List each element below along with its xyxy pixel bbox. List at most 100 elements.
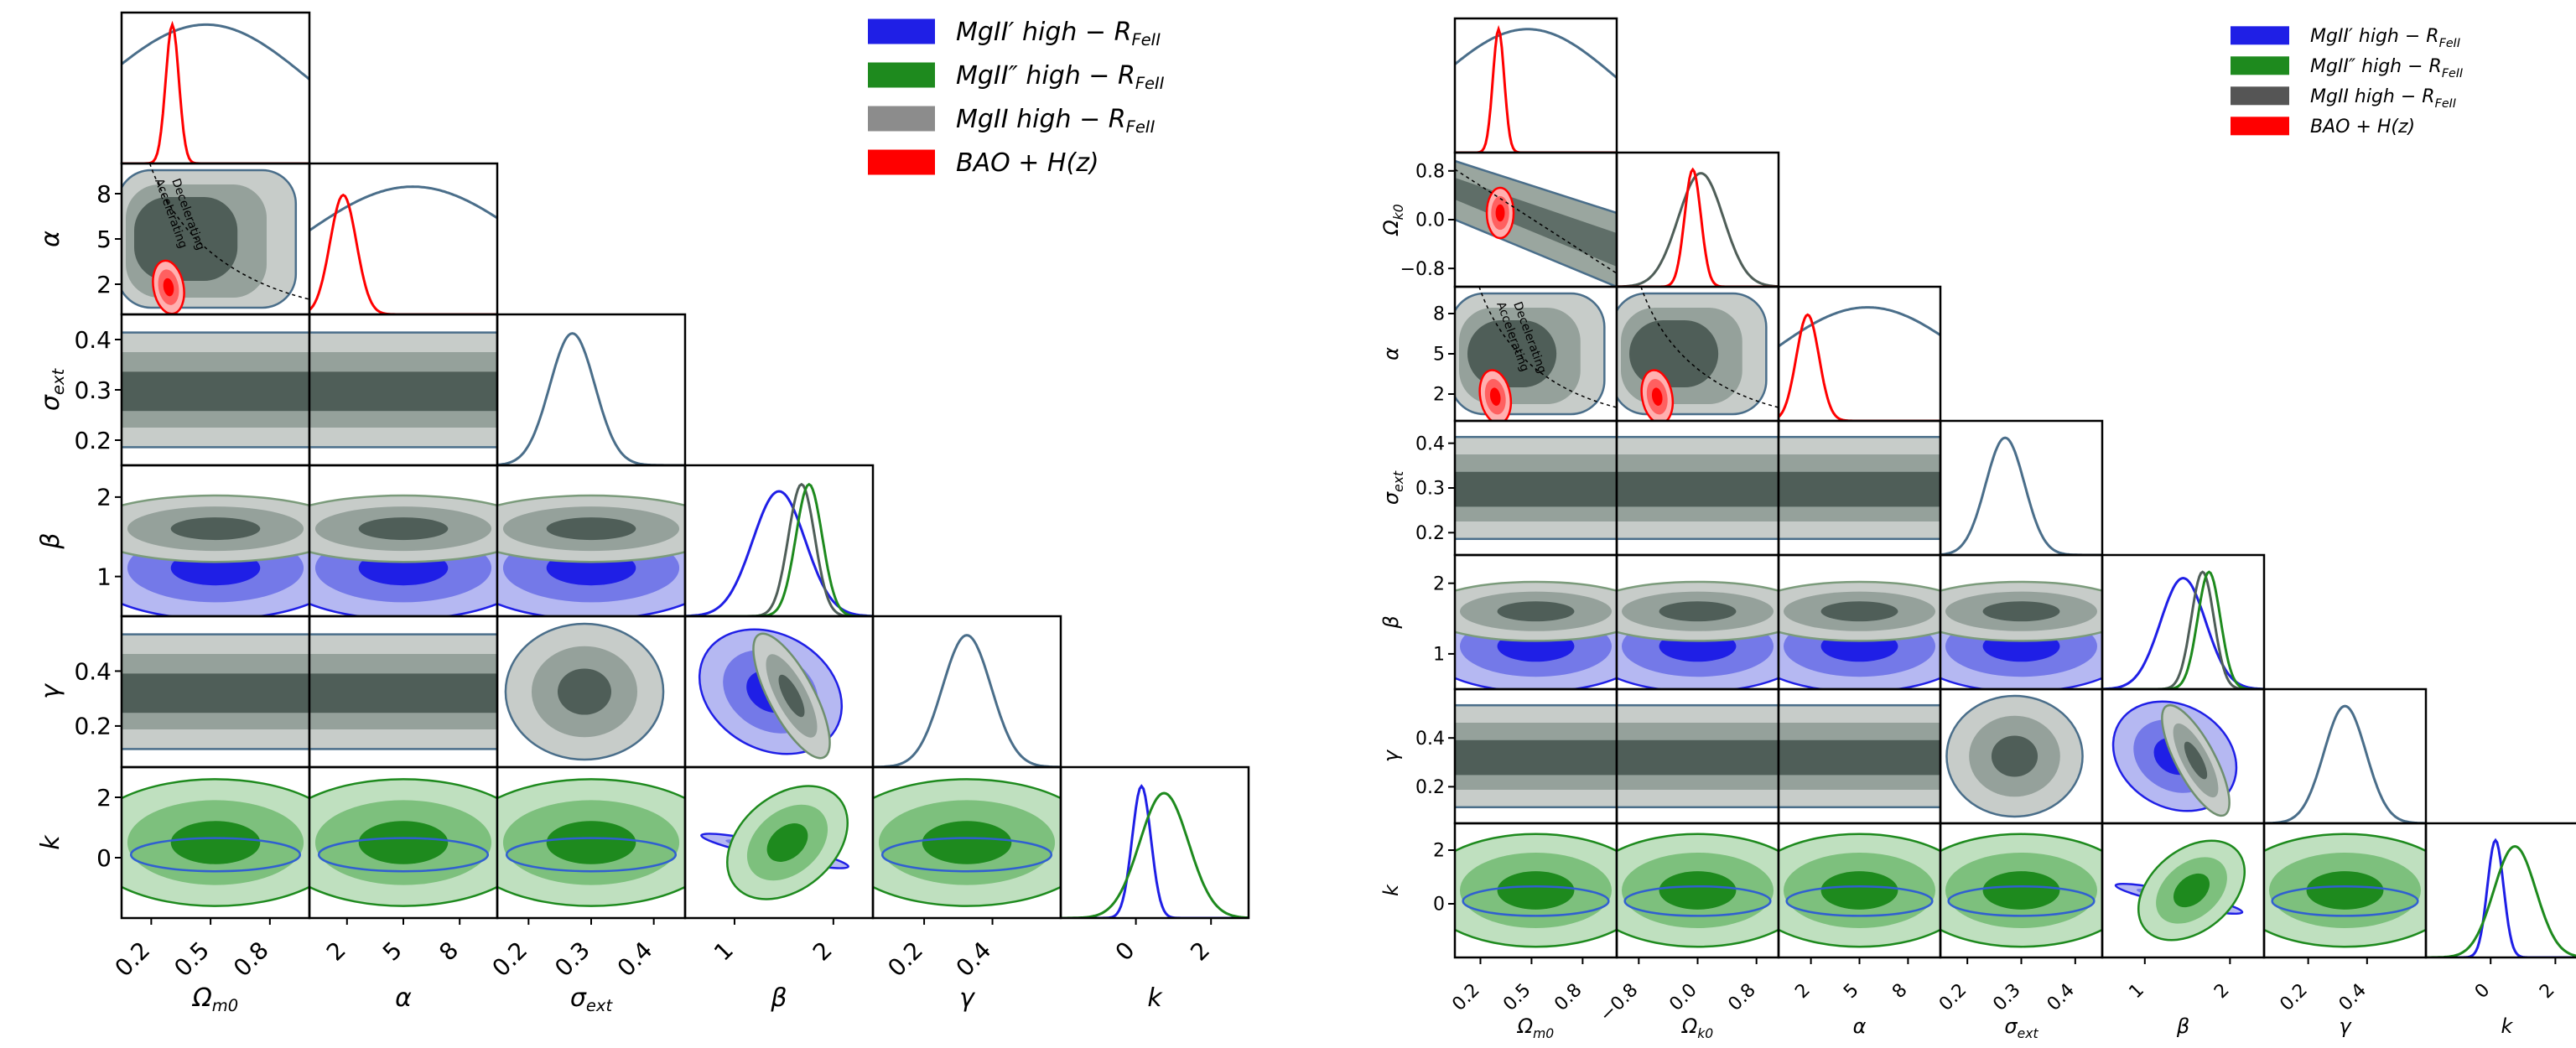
panel-Ωm0-β — [1453, 553, 1618, 691]
acceleration-boundary — [1455, 169, 1617, 274]
y-tick-label: 0.2 — [1415, 523, 1445, 544]
marginal-curve-green — [1061, 791, 1249, 918]
legend-entry-sub: FeII — [2439, 37, 2460, 50]
panel-content — [2264, 704, 2426, 823]
legend-swatch — [2231, 86, 2289, 106]
panel-content — [309, 494, 497, 616]
x-tick-label: 0.3 — [1989, 980, 2024, 1015]
panel-content — [873, 778, 1061, 907]
contour — [163, 278, 174, 297]
panel-γ-γ — [871, 615, 1062, 769]
panel-content — [1779, 703, 1940, 809]
x-axis-label: γ — [959, 983, 976, 1013]
y-tick-label: 5 — [1433, 345, 1445, 366]
panel-content — [309, 185, 497, 314]
panel-β-k — [683, 765, 875, 920]
x-tick-label: 2 — [1185, 936, 1215, 967]
x-tick-label: 0.8 — [1724, 980, 1759, 1015]
panel-content — [1779, 435, 1940, 541]
panel-α-k — [1777, 822, 1942, 959]
panel-content — [1455, 435, 1617, 541]
panel-content — [122, 778, 309, 907]
x-tick-label: 0 — [1110, 936, 1140, 967]
panel-Ωm0-σext — [1453, 419, 1618, 557]
x-axis-label: σext — [2004, 1014, 2038, 1041]
marginal-curve-green — [2102, 570, 2264, 689]
panel-content — [1940, 436, 2102, 555]
panel-Ωm0-α — [120, 162, 311, 316]
x-tick-label: 0.2 — [486, 936, 532, 983]
legend-entry: MgII′ high − RFeII — [956, 18, 1161, 49]
y-tick-label: 0.2 — [74, 427, 112, 454]
legend-swatch — [868, 62, 935, 88]
contour — [2184, 741, 2208, 780]
contour — [358, 821, 449, 864]
panel-frame — [2424, 822, 2576, 959]
x-tick-label: 0.5 — [169, 936, 215, 983]
panel-frame — [1939, 419, 2104, 557]
panel-α-α — [308, 162, 499, 316]
panel-content — [2114, 839, 2246, 942]
y-tick-label: 0.0 — [1415, 210, 1445, 231]
contour — [1495, 204, 1505, 222]
panel-content — [1455, 159, 1617, 287]
panel-α-γ — [1777, 687, 1942, 825]
y-axis-label-sub: ext — [1391, 470, 1406, 492]
panel-σext-σext — [496, 313, 687, 467]
marginal-curve-red — [309, 193, 497, 314]
x-tick-label: 1 — [2125, 980, 2148, 1004]
x-tick-label: 5 — [377, 936, 408, 967]
contour-inner — [1455, 471, 1617, 507]
x-axis-label-sub: ext — [2018, 1026, 2039, 1041]
panel-Ωk0-k — [1615, 822, 1780, 959]
panel-content — [1455, 287, 1617, 421]
marginal-curve-grey — [685, 482, 873, 616]
contour-blue-outline — [2271, 885, 2419, 917]
x-tick-label: 8 — [434, 936, 464, 967]
x-tick-label: 0.4 — [2335, 980, 2371, 1015]
legend-swatch — [2231, 26, 2289, 45]
panel-content — [1940, 580, 2102, 689]
panel-content — [504, 622, 665, 761]
panel-σext-γ — [1939, 687, 2104, 825]
contour-inner — [134, 197, 238, 281]
panel-content — [1779, 580, 1940, 689]
panel-α-β — [308, 464, 499, 618]
x-tick-label: 0 — [2471, 980, 2495, 1004]
y-axis-label-sub: ext — [49, 368, 68, 396]
marginal-curve-red — [1455, 24, 1617, 153]
panel-frame — [1453, 17, 1618, 154]
panel-frame — [683, 464, 875, 618]
panel-content — [1940, 833, 2102, 948]
y-tick-label: 5 — [96, 226, 112, 253]
contour-blue-outline — [317, 837, 490, 873]
panel-content — [122, 163, 309, 314]
legend-entry-sub: FeII — [2435, 97, 2456, 111]
panel-content — [1617, 167, 1779, 287]
x-tick-label: 0.8 — [228, 936, 274, 983]
contour — [1489, 387, 1501, 406]
marginal-curve-grey — [1940, 436, 2102, 555]
x-axis-label: α — [395, 983, 412, 1013]
contour — [558, 668, 611, 715]
y-tick-label: 2 — [96, 271, 112, 298]
panel-content — [497, 494, 685, 616]
legend-swatch — [868, 18, 935, 44]
x-tick-label: 0.4 — [2044, 980, 2079, 1015]
contour-inner — [122, 673, 309, 713]
x-axis-label: σext — [570, 983, 614, 1015]
y-tick-label: 2 — [1433, 841, 1445, 862]
x-tick-label: 0.8 — [1550, 980, 1586, 1015]
marginal-curve-grey — [873, 634, 1061, 767]
panel-content — [2426, 838, 2576, 957]
panel-β-k — [2101, 822, 2266, 959]
panel-β-β — [683, 464, 875, 618]
legend-entry: MgII″ high − RFeII — [2310, 56, 2463, 80]
legend-entry-sub: FeII — [1126, 117, 1156, 137]
contour-blue-outline — [1462, 885, 1610, 917]
marginal-curve-grey — [309, 185, 497, 232]
panel-Ωm0-γ — [120, 615, 311, 769]
y-tick-label: 8 — [96, 180, 112, 208]
x-tick-label: 0.3 — [549, 936, 595, 983]
